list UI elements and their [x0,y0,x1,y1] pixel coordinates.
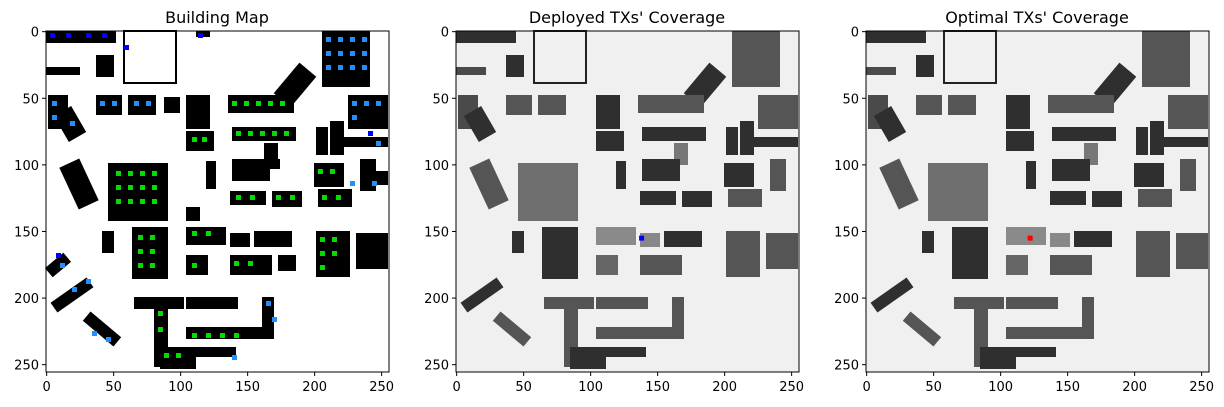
y-tick-label: 100 [834,159,859,174]
panel-title: Building Map [165,8,269,27]
panel-title: Deployed TXs' Coverage [529,8,725,27]
panel-title: Optimal TXs' Coverage [945,8,1129,27]
x-tick-label: 250 [779,380,804,395]
x-tick-label: 200 [1122,380,1147,395]
x-tick-label: 250 [1189,380,1214,395]
coverage-map [456,30,799,372]
x-tick-label: 100 [988,380,1013,395]
y-tick-label: 100 [14,159,39,174]
coverage-map [866,30,1209,372]
y-tick-label: 0 [31,26,39,41]
y-tick-label: 150 [424,225,449,240]
x-tick-label: 50 [105,380,122,395]
plot-frame [865,30,1210,373]
panel-optimal-coverage: Optimal TXs' Coverage [834,8,1214,395]
x-tick-label: 0 [863,380,871,395]
x-tick-label: 0 [43,380,51,395]
x-tick-label: 0 [453,380,461,395]
x-tick-label: 150 [1055,380,1080,395]
transmitter-marker [1027,235,1033,241]
y-tick-label: 250 [14,359,39,374]
x-tick-label: 200 [302,380,327,395]
y-tick-label: 50 [842,92,859,107]
x-tick-label: 100 [168,380,193,395]
x-tick-label: 150 [645,380,670,395]
y-tick-label: 150 [14,225,39,240]
x-axis: 0 50 100 150 200 250 [863,372,1214,395]
x-tick-label: 50 [515,380,532,395]
plot-frame [455,30,800,373]
building-footprints [44,30,388,369]
x-axis: 0 50 100 150 200 250 [43,372,394,395]
y-tick-label: 200 [14,292,39,307]
y-axis: 0 50 100 150 200 250 [424,26,456,374]
y-tick-label: 150 [834,225,859,240]
y-tick-label: 50 [432,92,449,107]
x-tick-label: 150 [235,380,260,395]
ray-markers [50,33,381,360]
y-tick-label: 200 [834,292,859,307]
panel-deployed-coverage: Deployed TXs' Coverage [424,8,804,395]
y-tick-label: 50 [22,92,39,107]
x-tick-label: 50 [925,380,942,395]
y-tick-label: 0 [851,26,859,41]
y-tick-label: 250 [834,359,859,374]
x-axis: 0 50 100 150 200 250 [453,372,804,395]
panel-building-map: Building Map [14,8,394,395]
y-tick-label: 200 [424,292,449,307]
plot-frame [45,30,390,373]
y-tick-label: 100 [424,159,449,174]
y-tick-label: 250 [424,359,449,374]
x-tick-label: 100 [578,380,603,395]
transmitter-marker [639,235,645,241]
y-axis: 0 50 100 150 200 250 [14,26,46,374]
x-tick-label: 250 [369,380,394,395]
y-axis: 0 50 100 150 200 250 [834,26,866,374]
y-tick-label: 0 [441,26,449,41]
x-tick-label: 200 [712,380,737,395]
